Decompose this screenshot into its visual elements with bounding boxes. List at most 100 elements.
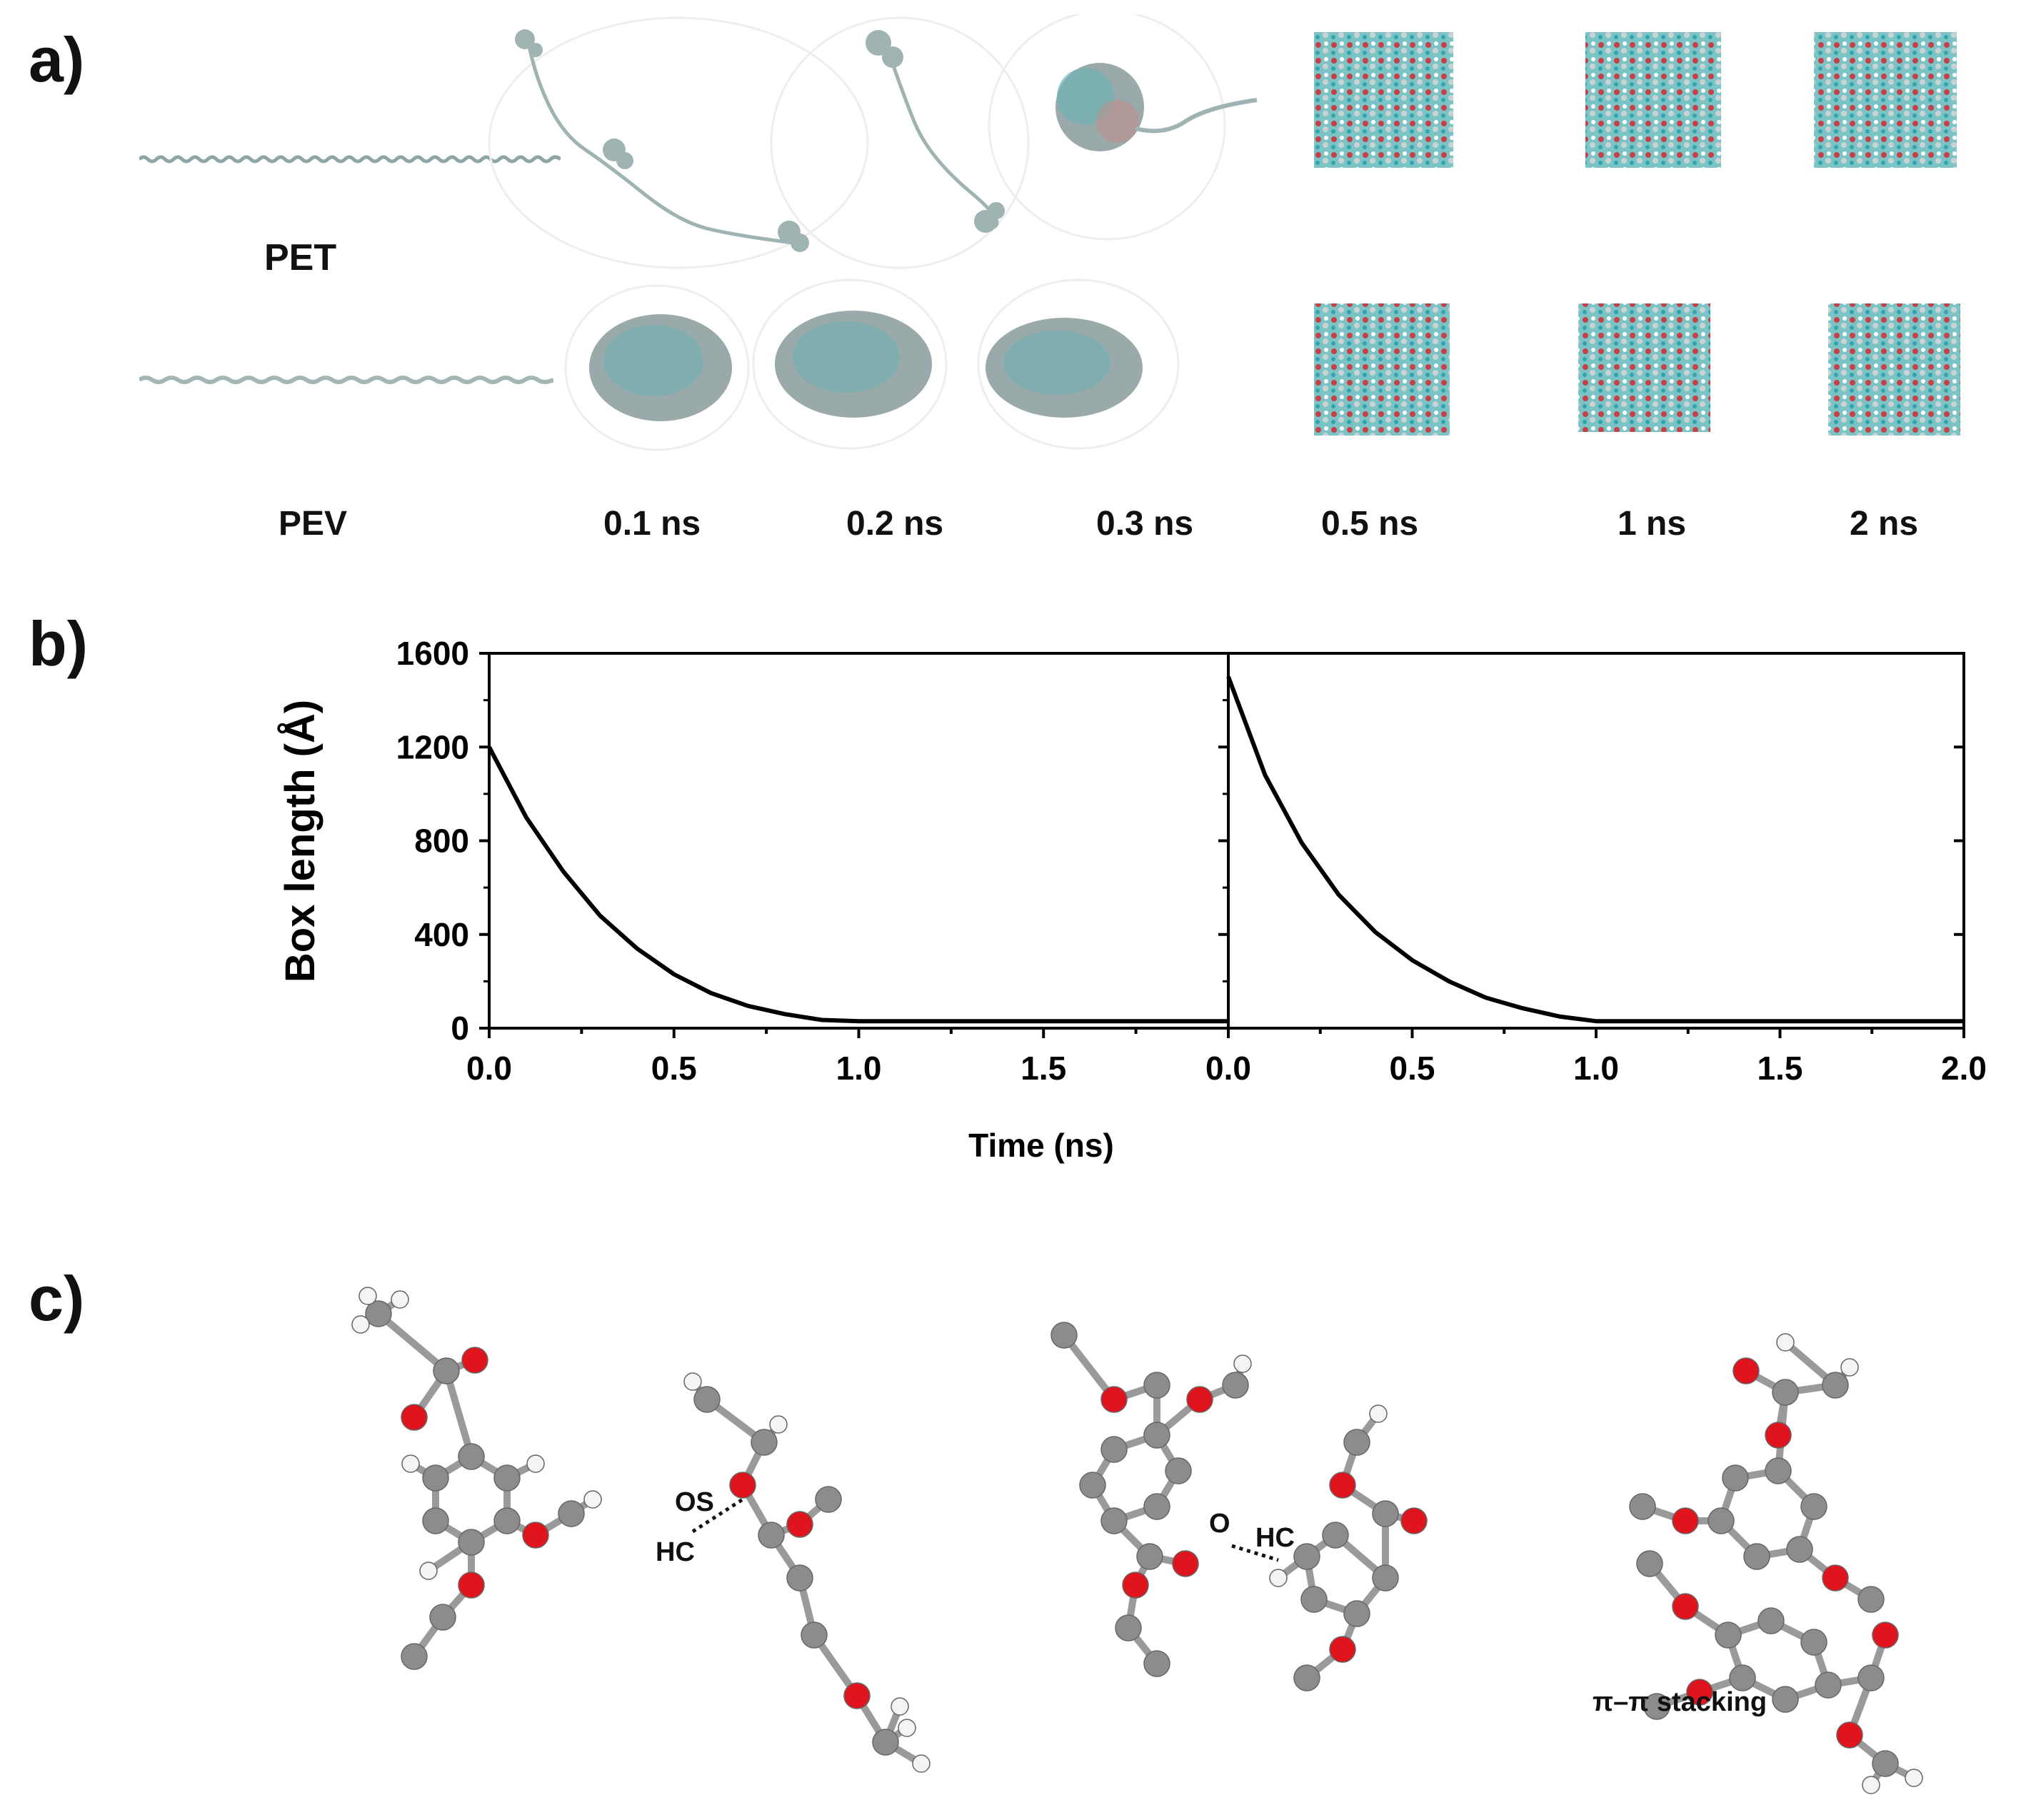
carbon-atom	[693, 1386, 721, 1413]
x-tick-label: 0.0	[1205, 1050, 1251, 1087]
carbon-atom	[1743, 1543, 1770, 1570]
carbon-atom	[1050, 1322, 1078, 1349]
x-axis-title: Time (ns)	[968, 1127, 1114, 1164]
hbond-line-o-hc	[1231, 1544, 1279, 1562]
hydrogen-atom	[351, 1315, 370, 1334]
carbon-atom	[1786, 1536, 1813, 1563]
carbon-atom	[1100, 1507, 1128, 1534]
carbon-atom	[1300, 1586, 1328, 1613]
hydrogen-atom	[769, 1415, 788, 1434]
label-o: O	[1209, 1509, 1230, 1539]
row-label-pev: PEV	[279, 505, 348, 543]
carbon-atom	[493, 1507, 521, 1534]
oxygen-atom	[1732, 1357, 1760, 1384]
carbon-atom	[1165, 1457, 1192, 1484]
oxygen-atom	[786, 1511, 813, 1538]
hydrogen-atom	[419, 1562, 438, 1580]
carbon-atom	[1800, 1629, 1827, 1656]
hydrogen-atom	[891, 1697, 909, 1716]
pev-snapshots-globules	[564, 278, 1180, 451]
x-tick-label: 0.5	[1390, 1050, 1435, 1087]
x-tick-label: 1.5	[1020, 1050, 1066, 1087]
hydrogen-atom	[526, 1454, 545, 1473]
x-tick-label: 0.5	[651, 1050, 697, 1087]
carbon-atom	[1822, 1372, 1849, 1399]
carbon-atom	[422, 1507, 449, 1534]
bond	[443, 1369, 475, 1458]
oxygen-atom	[522, 1522, 549, 1549]
oxygen-atom	[1329, 1636, 1356, 1663]
carbon-atom	[365, 1300, 392, 1327]
x-tick-label: 0.0	[466, 1050, 512, 1087]
carbon-atom	[1765, 1457, 1792, 1484]
carbon-atom	[493, 1464, 521, 1492]
carbon-atom	[1222, 1372, 1249, 1399]
time-label-0-3ns: 0.3 ns	[1096, 505, 1194, 543]
hydrogen-atom	[1233, 1354, 1252, 1373]
carbon-atom	[1772, 1686, 1799, 1713]
label-hc-1: HC	[656, 1537, 695, 1567]
carbon-atom	[458, 1529, 485, 1556]
pet-snapshots-boxes	[1314, 32, 1957, 168]
y-tick-label: 0	[451, 1010, 469, 1047]
time-label-2ns: 2 ns	[1850, 505, 1919, 543]
carbon-atom	[1115, 1614, 1142, 1641]
oxygen-atom	[1172, 1550, 1199, 1577]
pet-snapshots-early	[488, 14, 1258, 269]
carbon-atom	[1079, 1472, 1106, 1499]
hydrogen-atom	[1862, 1776, 1880, 1794]
carbon-atom	[1322, 1522, 1349, 1549]
oxygen-atom	[461, 1347, 488, 1374]
carbon-atom	[1800, 1493, 1827, 1520]
oxygen-atom	[1836, 1721, 1863, 1749]
oxygen-atom	[401, 1404, 428, 1431]
molecule-pair-os-hc	[351, 1287, 931, 1773]
x-tick-label: 2.0	[1941, 1050, 1987, 1087]
x-tick-label: 1.0	[1573, 1050, 1619, 1087]
hydrogen-atom	[391, 1290, 409, 1309]
y-tick-label: 800	[414, 823, 469, 860]
carbon-atom	[786, 1564, 813, 1592]
carbon-atom	[401, 1643, 428, 1670]
oxygen-atom	[1100, 1386, 1128, 1413]
panel-label-a: a)	[29, 24, 85, 95]
carbon-atom	[558, 1500, 585, 1527]
carbon-atom	[1343, 1600, 1370, 1627]
oxygen-atom	[729, 1472, 756, 1499]
bond	[1061, 1332, 1117, 1402]
carbon-atom	[1757, 1607, 1785, 1634]
hydrogen-atom	[683, 1372, 702, 1391]
carbon-atom	[429, 1604, 456, 1631]
hydrogen-atom	[898, 1719, 916, 1737]
oxygen-atom	[1122, 1572, 1149, 1599]
carbon-atom	[1629, 1493, 1656, 1520]
bond	[376, 1311, 449, 1374]
carbon-atom	[1343, 1429, 1370, 1456]
time-label-0-2ns: 0.2 ns	[846, 505, 944, 543]
y-tick-label: 1200	[396, 728, 469, 765]
carbon-atom	[815, 1486, 842, 1513]
x-tick-label: 1.0	[836, 1050, 882, 1087]
carbon-atom	[1372, 1564, 1399, 1592]
panel-c-molecules	[351, 1287, 1923, 1794]
oxygen-atom	[1400, 1507, 1428, 1534]
carbon-atom	[1293, 1543, 1320, 1570]
series-line-2	[1226, 675, 1964, 1024]
x-tick-label: 1.5	[1757, 1050, 1803, 1087]
carbon-atom	[1136, 1543, 1163, 1570]
carbon-atom	[801, 1622, 828, 1649]
oxygen-atom	[458, 1572, 485, 1599]
oxygen-atom	[1872, 1622, 1899, 1649]
label-pi-stacking: π–π stacking	[1593, 1687, 1767, 1717]
box-length-chart: 0 400 800 1200 1600 0.0 0.5 1.0 1.5 0.0 0.5 1.0 1.5 2…	[277, 635, 1987, 1164]
hydrogen-atom	[1776, 1333, 1795, 1352]
hydrogen-atom	[358, 1287, 377, 1305]
carbon-atom	[758, 1522, 785, 1549]
oxygen-atom	[1672, 1593, 1699, 1620]
time-label-0-5ns: 0.5 ns	[1321, 505, 1419, 543]
hydrogen-atom	[1840, 1358, 1859, 1377]
carbon-atom	[1715, 1622, 1742, 1649]
carbon-atom	[1772, 1379, 1799, 1406]
oxygen-atom	[1329, 1472, 1356, 1499]
carbon-atom	[1636, 1550, 1663, 1577]
